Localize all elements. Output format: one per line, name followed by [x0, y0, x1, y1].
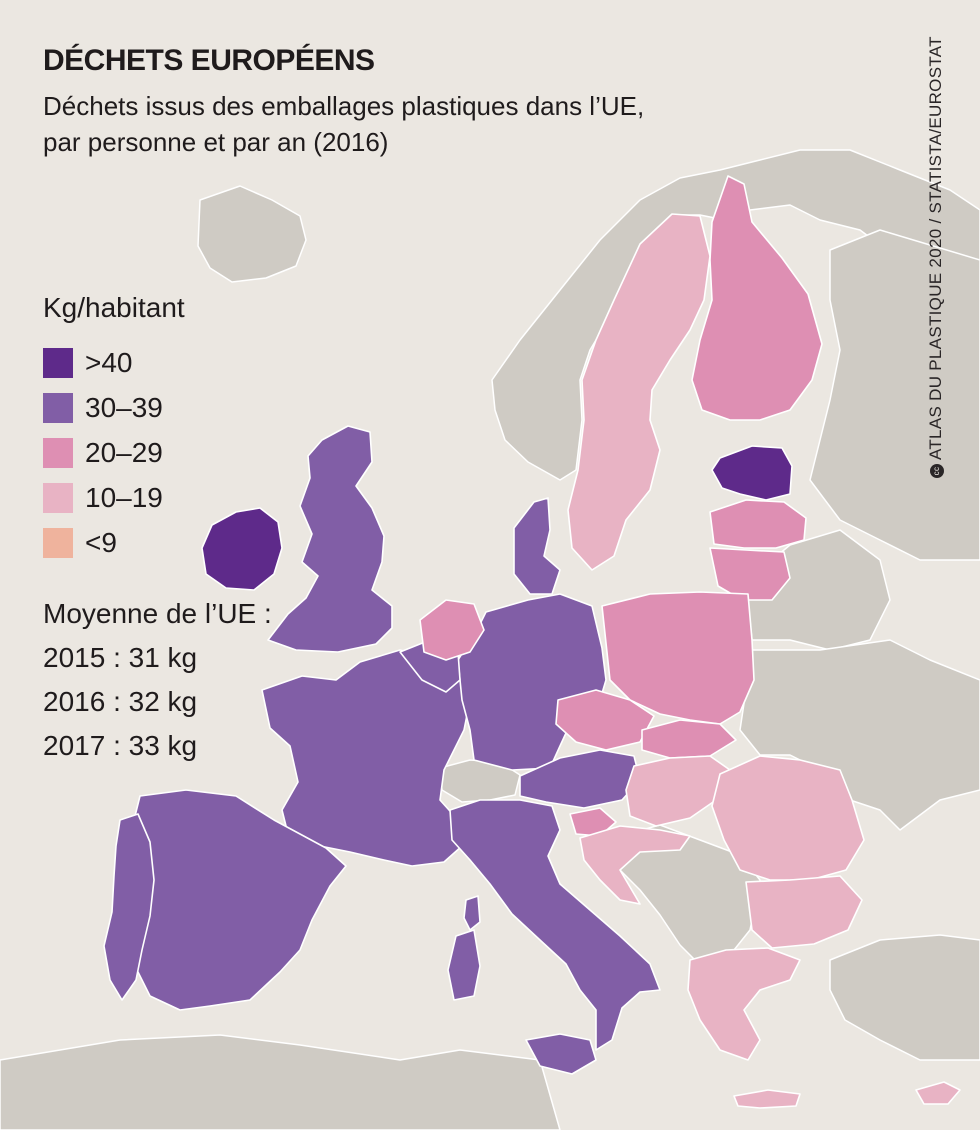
country-united-kingdom	[267, 425, 393, 653]
legend-label: 20–29	[85, 436, 163, 468]
country-corsica	[463, 895, 481, 931]
country-denmark	[513, 497, 561, 595]
eu-average-block: Moyenne de l’UE : 2015 : 31 kg 2016 : 32…	[43, 598, 272, 774]
eu-average-line: 2017 : 33 kg	[43, 730, 198, 761]
legend-item: 20–29	[43, 430, 163, 475]
country-ukraine	[739, 639, 980, 831]
source-credit: cc ATLAS DU PLASTIQUE 2020 / STATISTA/EUR…	[926, 36, 946, 478]
country-russia-north	[809, 229, 980, 561]
country-ireland	[201, 507, 283, 591]
legend-label: 30–39	[85, 391, 163, 423]
legend-title: Kg/habitant	[43, 292, 185, 323]
creative-commons-icon: cc	[929, 464, 944, 478]
legend-item: <9	[43, 520, 163, 565]
legend-item: >40	[43, 340, 163, 385]
country-romania	[711, 755, 865, 881]
legend-swatch	[43, 437, 73, 468]
country-latvia	[709, 499, 807, 549]
legend-swatch	[43, 347, 73, 378]
legend-swatch	[43, 482, 73, 513]
country-lithuania	[709, 547, 791, 601]
legend-label: 10–19	[85, 481, 163, 513]
legend-swatch	[43, 527, 73, 558]
country-finland	[691, 175, 823, 421]
country-north-africa	[0, 1034, 561, 1130]
legend-label: >40	[85, 346, 133, 378]
subtitle-line-2: par personne et par an (2016)	[43, 127, 389, 157]
country-hungary	[625, 755, 731, 827]
subtitle: Déchets issus des emballages plastiques …	[43, 88, 644, 160]
legend-item: 30–39	[43, 385, 163, 430]
subtitle-line-1: Déchets issus des emballages plastiques …	[43, 91, 645, 121]
eu-average-line: 2015 : 31 kg	[43, 642, 198, 673]
country-bulgaria	[745, 875, 863, 949]
eu-average-line: 2016 : 32 kg	[43, 686, 198, 717]
country-netherlands	[419, 599, 485, 661]
legend-label: <9	[85, 526, 117, 558]
legend: >40 30–39 20–29 10–19 <9	[43, 340, 163, 565]
country-sardinia	[447, 929, 481, 1001]
legend-item: 10–19	[43, 475, 163, 520]
country-czechia	[555, 689, 655, 751]
country-iceland	[197, 185, 307, 283]
country-estonia	[711, 445, 793, 501]
country-greece	[687, 947, 801, 1061]
country-portugal	[103, 813, 155, 1001]
country-italy	[449, 799, 661, 1051]
legend-swatch	[43, 392, 73, 423]
country-slovakia	[641, 719, 737, 759]
country-croatia	[579, 825, 691, 905]
country-turkey	[829, 934, 980, 1061]
country-sweden	[567, 213, 711, 571]
country-norway	[491, 149, 980, 481]
source-credit-text: ATLAS DU PLASTIQUE 2020 / STATISTA/EUROS…	[926, 36, 945, 460]
country-cyprus	[915, 1081, 961, 1105]
country-crete	[733, 1089, 801, 1109]
country-sicily	[525, 1033, 597, 1075]
eu-average-title: Moyenne de l’UE :	[43, 598, 272, 629]
page-title: DÉCHETS EUROPÉENS	[43, 44, 375, 77]
